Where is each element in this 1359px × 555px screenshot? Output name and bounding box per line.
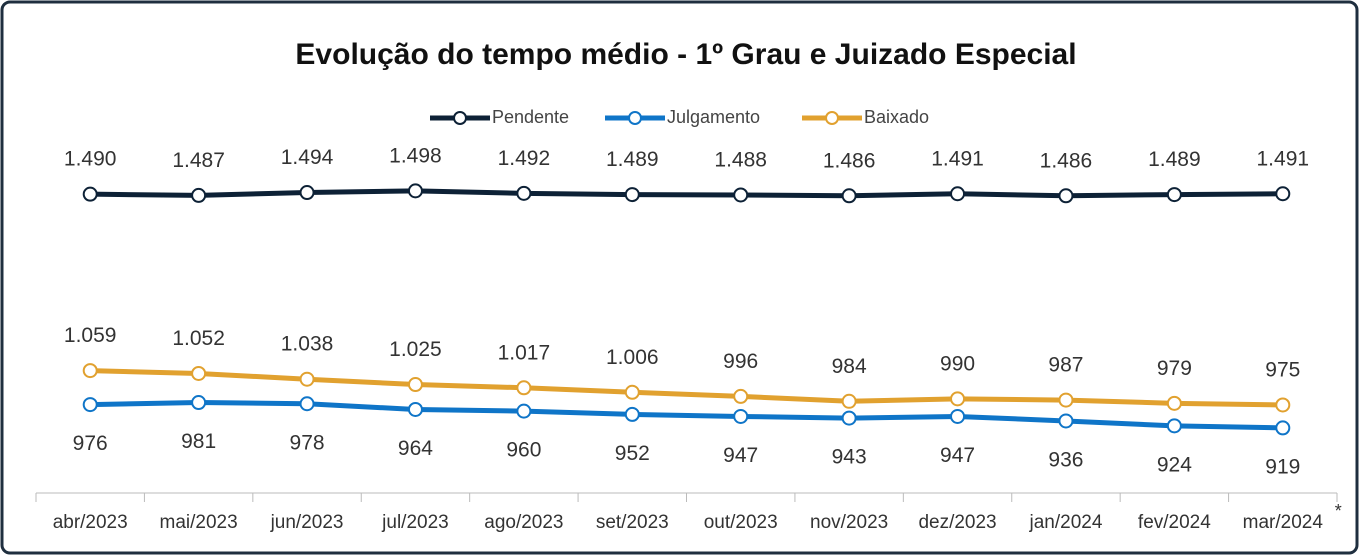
data-point	[516, 185, 532, 201]
data-label: 924	[1157, 453, 1192, 476]
data-point	[624, 406, 640, 422]
data-point	[1275, 186, 1291, 202]
data-point	[1058, 392, 1074, 408]
data-label: 1.486	[1040, 149, 1093, 172]
data-point	[841, 188, 857, 204]
data-label: 1.017	[498, 341, 551, 364]
data-label: 1.489	[606, 148, 659, 171]
data-label: 952	[615, 442, 650, 465]
x-tick-label: abr/2023	[53, 512, 128, 533]
legend-label: Baixado	[864, 107, 929, 127]
data-point	[82, 186, 98, 202]
data-point	[1166, 395, 1182, 411]
x-tick-label: mai/2023	[160, 512, 238, 533]
data-label: 1.006	[606, 346, 659, 369]
data-label: 936	[1048, 448, 1083, 471]
data-label: 964	[398, 437, 433, 460]
data-label: 981	[181, 430, 216, 453]
x-tick-label: jul/2023	[381, 512, 449, 533]
data-point	[1058, 413, 1074, 429]
data-point	[82, 397, 98, 413]
data-label: 975	[1265, 359, 1300, 382]
x-tick-label: set/2023	[596, 512, 669, 533]
data-point	[1166, 418, 1182, 434]
data-label: 1.491	[1257, 147, 1310, 170]
data-label: 1.038	[281, 333, 334, 356]
data-point	[733, 408, 749, 424]
data-label: 1.488	[714, 149, 767, 172]
series-line	[90, 368, 1283, 408]
data-point	[82, 363, 98, 379]
data-point	[733, 388, 749, 404]
x-tick-label: jan/2024	[1029, 512, 1103, 533]
data-label: 1.487	[172, 149, 225, 172]
data-label: 943	[832, 446, 867, 469]
data-label: 1.489	[1148, 148, 1201, 171]
data-point	[516, 403, 532, 419]
data-point	[407, 183, 423, 199]
chart-title: Evolução do tempo médio - 1º Grau e Juiz…	[295, 38, 1076, 71]
data-point	[516, 380, 532, 396]
annotation: *	[1335, 501, 1342, 521]
data-point	[950, 391, 966, 407]
legend-marker	[628, 111, 642, 125]
x-tick-label: dez/2023	[918, 512, 996, 533]
data-point	[191, 395, 207, 411]
data-point	[191, 187, 207, 203]
data-point	[1058, 188, 1074, 204]
data-point	[407, 401, 423, 417]
data-point	[299, 396, 315, 412]
data-label: 979	[1157, 357, 1192, 380]
data-point	[624, 187, 640, 203]
data-point	[299, 185, 315, 201]
data-label: 1.052	[172, 327, 225, 350]
data-point	[841, 410, 857, 426]
data-point	[1166, 187, 1182, 203]
legend-label: Pendente	[492, 107, 569, 127]
data-point	[950, 186, 966, 202]
data-label: 947	[723, 444, 758, 467]
data-label: 1.486	[823, 149, 876, 172]
legend-marker	[453, 111, 467, 125]
data-label: 984	[832, 355, 867, 378]
data-point	[407, 377, 423, 393]
x-tick-label: jun/2023	[270, 512, 344, 533]
data-label: 978	[290, 431, 325, 454]
x-tick-label: fev/2024	[1138, 512, 1211, 533]
data-point	[950, 408, 966, 424]
data-label: 1.490	[64, 148, 117, 171]
x-tick-label: mar/2024	[1243, 512, 1324, 533]
data-label: 1.494	[281, 146, 334, 169]
data-label: 990	[940, 352, 975, 375]
data-label: 960	[506, 439, 541, 462]
x-tick-label: ago/2023	[484, 512, 563, 533]
data-label: 1.059	[64, 324, 117, 347]
series-line	[90, 188, 1283, 199]
legend-label: Julgamento	[667, 107, 760, 127]
data-label: 987	[1048, 354, 1083, 377]
data-label: 919	[1265, 455, 1300, 478]
data-point	[1275, 397, 1291, 413]
data-label: 976	[73, 432, 108, 455]
data-point	[299, 371, 315, 387]
data-point	[191, 365, 207, 381]
data-point	[1275, 420, 1291, 436]
x-tick-label: nov/2023	[810, 512, 888, 533]
series-line	[90, 400, 1283, 431]
data-label: 1.025	[389, 338, 442, 361]
legend-marker	[825, 111, 839, 125]
data-label: 996	[723, 350, 758, 373]
x-tick-label: out/2023	[704, 512, 778, 533]
data-label: 947	[940, 444, 975, 467]
data-label: 1.491	[931, 147, 984, 170]
data-point	[733, 187, 749, 203]
data-point	[624, 384, 640, 400]
data-label: 1.498	[389, 144, 442, 167]
data-label: 1.492	[498, 147, 551, 170]
data-point	[841, 393, 857, 409]
